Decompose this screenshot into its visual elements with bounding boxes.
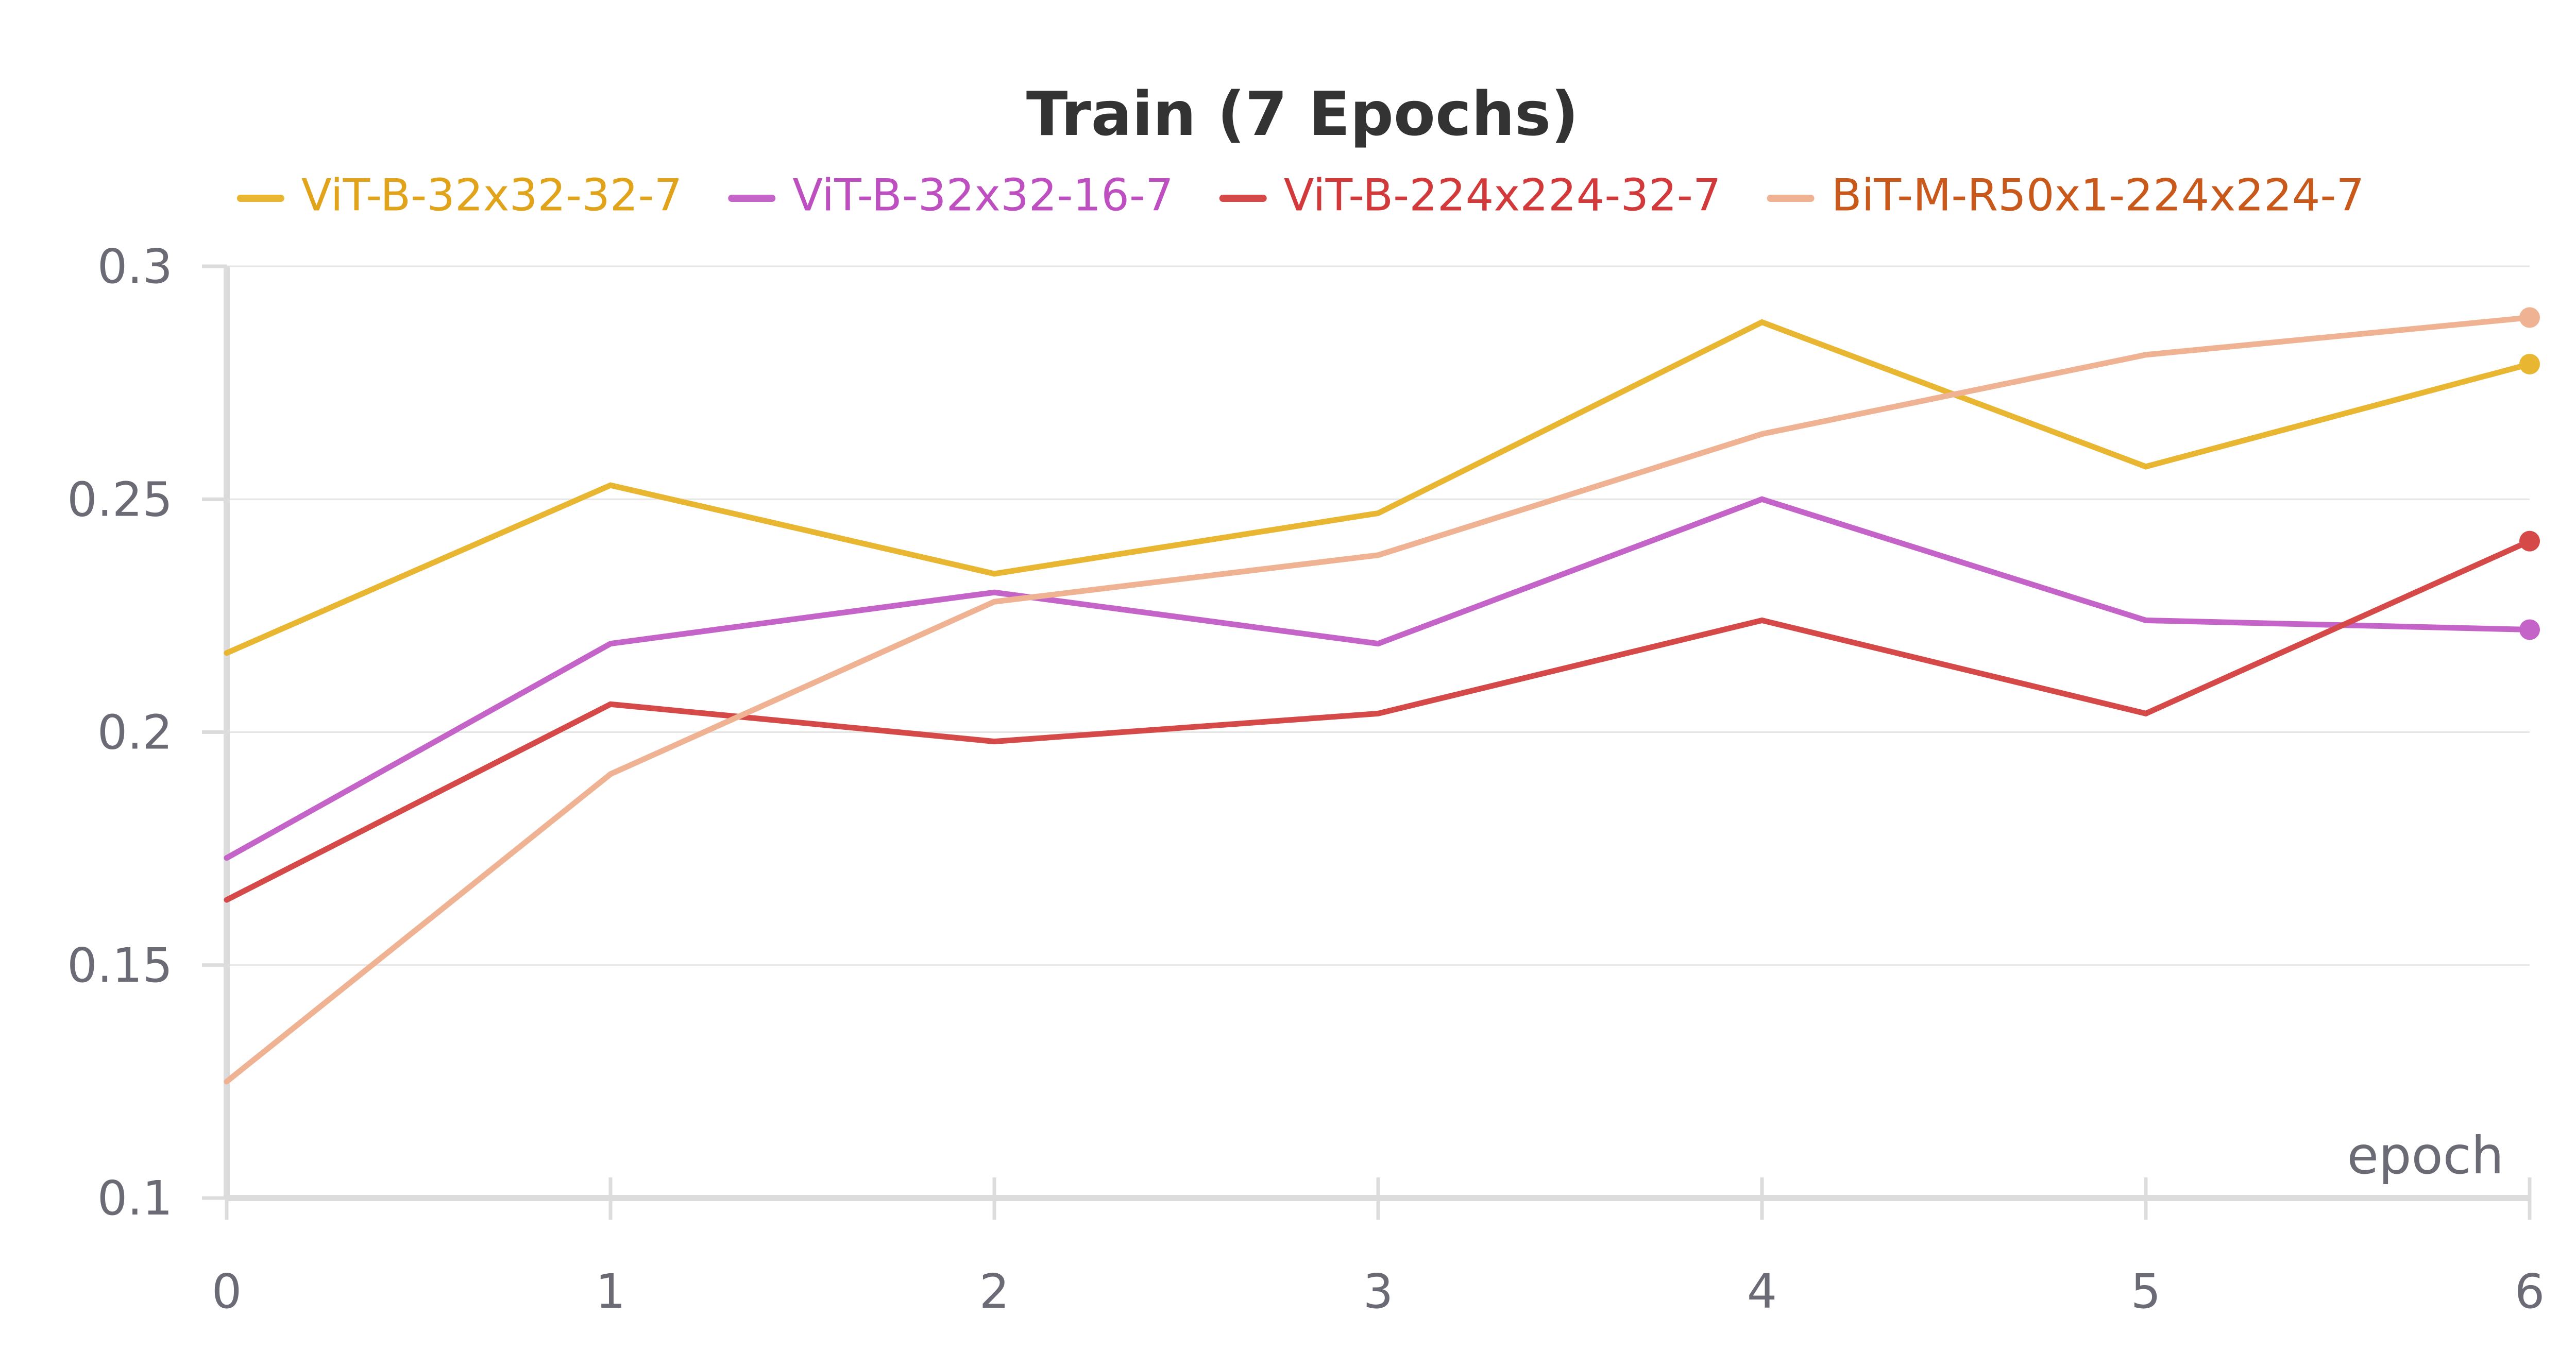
x-tick-label: 4 bbox=[1747, 1264, 1777, 1319]
x-tick-label: 6 bbox=[2515, 1264, 2545, 1319]
legend-label: BiT-M-R50x1-224x224-7 bbox=[1832, 169, 2365, 221]
axes: 0.1 0.15 0.2 0.25 0.3 0 1 2 3 4 5 6 bbox=[67, 239, 2545, 1319]
y-tick-label: 0.2 bbox=[97, 705, 173, 760]
legend-label: ViT-B-32x32-32-7 bbox=[301, 169, 682, 221]
legend-item[interactable]: BiT-M-R50x1-224x224-7 bbox=[1767, 169, 2365, 221]
series-layer bbox=[224, 307, 2540, 1085]
series-end-point bbox=[2519, 619, 2540, 640]
y-tick-label: 0.1 bbox=[97, 1171, 173, 1226]
legend-item[interactable]: ViT-B-32x32-32-7 bbox=[236, 169, 682, 221]
series-end-point bbox=[2519, 307, 2540, 328]
x-tick-label: 0 bbox=[212, 1264, 242, 1319]
x-tick-label: 3 bbox=[1363, 1264, 1394, 1319]
legend-label: ViT-B-224x224-32-7 bbox=[1284, 169, 1721, 221]
legend-label: ViT-B-32x32-16-7 bbox=[792, 169, 1173, 221]
series-line bbox=[224, 496, 2533, 861]
y-tick-label: 0.3 bbox=[97, 239, 173, 294]
legend[interactable]: ViT-B-32x32-32-7 ViT-B-32x32-16-7 ViT-B-22… bbox=[236, 169, 2365, 221]
x-tick-label: 1 bbox=[596, 1264, 626, 1319]
y-tick-label: 0.25 bbox=[67, 472, 173, 527]
x-tick-label: 2 bbox=[979, 1264, 1010, 1319]
series-line bbox=[224, 314, 2533, 1085]
series-line bbox=[224, 538, 2533, 903]
y-tick-label: 0.15 bbox=[67, 938, 173, 993]
series-end-point bbox=[2519, 353, 2540, 374]
legend-item[interactable]: ViT-B-32x32-16-7 bbox=[728, 169, 1174, 221]
x-axis-label: epoch bbox=[2347, 1125, 2504, 1186]
series-line bbox=[224, 319, 2533, 656]
legend-item[interactable]: ViT-B-224x224-32-7 bbox=[1219, 169, 1721, 221]
x-tick-label: 5 bbox=[2131, 1264, 2161, 1319]
grid bbox=[227, 265, 2530, 966]
chart-title: Train (7 Epochs) bbox=[1026, 78, 1579, 149]
series-end-point bbox=[2519, 531, 2540, 552]
